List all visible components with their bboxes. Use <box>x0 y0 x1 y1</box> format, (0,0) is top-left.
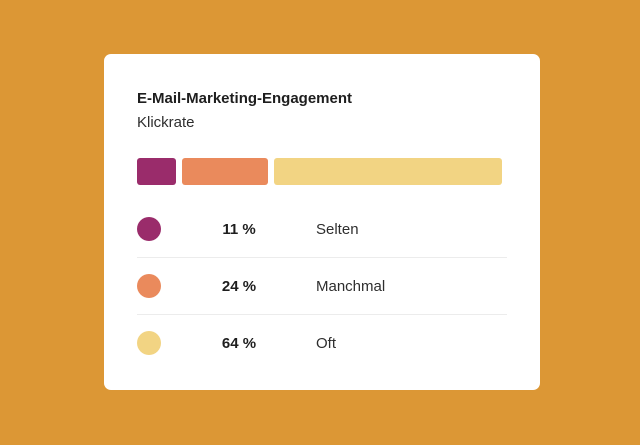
legend-dot-selten <box>137 217 161 241</box>
legend-value-manchmal: 24 % <box>221 278 257 295</box>
legend-value-oft: 64 % <box>221 335 257 352</box>
legend-label-selten: Selten <box>316 221 359 238</box>
legend-row: 11 % Selten <box>137 201 507 258</box>
engagement-card: E-Mail-Marketing-Engagement Klickrate 11… <box>104 54 540 390</box>
legend-label-manchmal: Manchmal <box>316 278 386 295</box>
legend-dot-manchmal <box>137 274 161 298</box>
legend-label-oft: Oft <box>316 335 337 352</box>
legend-dot-oft <box>137 331 161 355</box>
bar-segment-selten <box>137 158 176 185</box>
legend: 11 % Selten 24 % Manchmal 64 % Oft <box>137 201 507 372</box>
legend-value-selten: 11 % <box>222 221 256 238</box>
legend-row: 24 % Manchmal <box>137 258 507 315</box>
bar-segment-manchmal <box>182 158 268 185</box>
card-title: E-Mail-Marketing-Engagement <box>137 90 353 107</box>
bar-segment-oft <box>274 158 502 185</box>
card-subtitle: Klickrate <box>137 114 195 131</box>
stacked-bar <box>137 158 502 185</box>
legend-row: 64 % Oft <box>137 315 507 372</box>
